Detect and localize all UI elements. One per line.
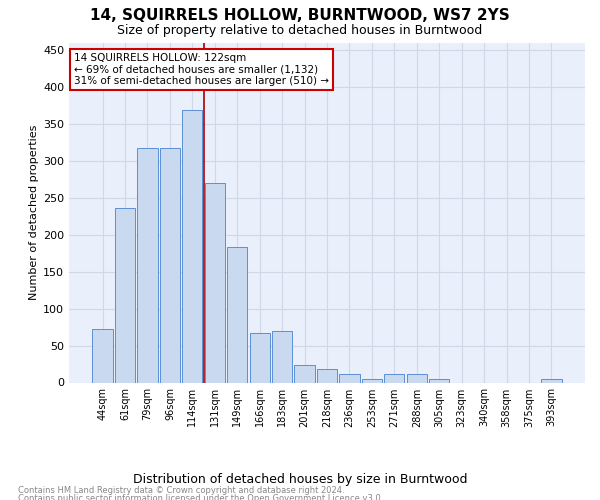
Bar xyxy=(407,374,427,382)
Text: Distribution of detached houses by size in Burntwood: Distribution of detached houses by size … xyxy=(133,472,467,486)
Text: 14, SQUIRRELS HOLLOW, BURNTWOOD, WS7 2YS: 14, SQUIRRELS HOLLOW, BURNTWOOD, WS7 2YS xyxy=(90,8,510,22)
Bar xyxy=(272,331,292,382)
Text: Contains HM Land Registry data © Crown copyright and database right 2024.: Contains HM Land Registry data © Crown c… xyxy=(18,486,344,495)
Bar xyxy=(362,379,382,382)
Bar xyxy=(137,148,158,382)
Bar xyxy=(92,330,113,382)
Bar xyxy=(182,110,202,382)
Bar xyxy=(429,379,449,382)
Bar xyxy=(250,333,270,382)
Bar xyxy=(160,148,180,382)
Bar xyxy=(317,369,337,382)
Text: 14 SQUIRRELS HOLLOW: 122sqm
← 69% of detached houses are smaller (1,132)
31% of : 14 SQUIRRELS HOLLOW: 122sqm ← 69% of det… xyxy=(74,52,329,86)
Bar xyxy=(227,247,247,382)
Bar xyxy=(384,374,404,382)
Bar xyxy=(295,365,314,382)
Text: Size of property relative to detached houses in Burntwood: Size of property relative to detached ho… xyxy=(118,24,482,37)
Bar xyxy=(205,183,225,382)
Bar xyxy=(340,374,359,382)
Bar xyxy=(541,379,562,382)
Text: Contains public sector information licensed under the Open Government Licence v3: Contains public sector information licen… xyxy=(18,494,383,500)
Bar xyxy=(115,208,135,382)
Y-axis label: Number of detached properties: Number of detached properties xyxy=(29,125,39,300)
